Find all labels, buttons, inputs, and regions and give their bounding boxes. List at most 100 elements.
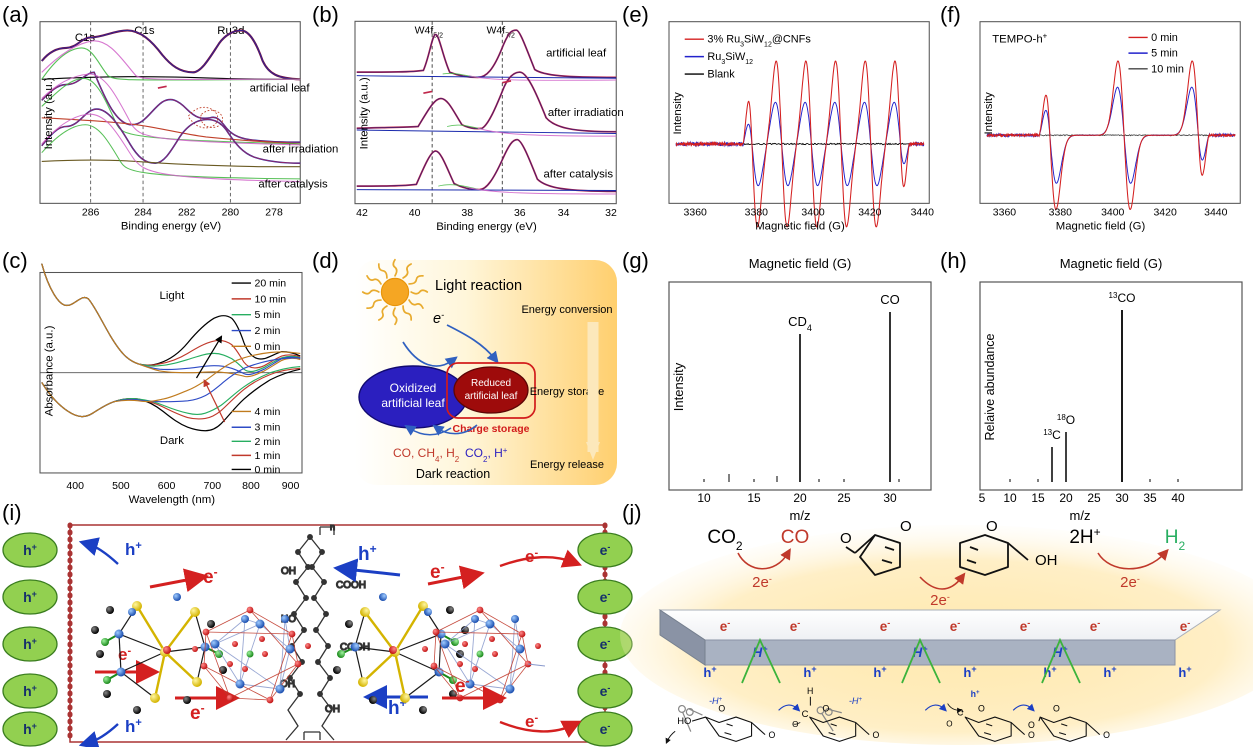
svg-text:2 min: 2 min — [255, 325, 281, 337]
svg-text:e-: e- — [190, 701, 205, 724]
svg-text:Charge storage: Charge storage — [452, 423, 529, 435]
svg-text:3400: 3400 — [801, 208, 824, 219]
svg-text:34: 34 — [558, 207, 570, 219]
svg-text:after irradiation: after irradiation — [548, 107, 624, 119]
svg-text:10 min: 10 min — [255, 293, 287, 305]
svg-text:h+: h+ — [358, 542, 377, 565]
svg-text:0 min: 0 min — [255, 464, 281, 476]
svg-text:O: O — [978, 704, 985, 714]
svg-text:282: 282 — [178, 208, 196, 219]
svg-text:Binding energy (eV): Binding energy (eV) — [121, 221, 221, 233]
svg-text:5 min: 5 min — [1151, 48, 1178, 60]
svg-text:Intensity: Intensity — [671, 362, 686, 411]
svg-text:286: 286 — [82, 208, 100, 219]
svg-text:Magnetic field (G): Magnetic field (G) — [1056, 221, 1146, 233]
svg-text:400: 400 — [66, 480, 84, 492]
svg-text:13C: 13C — [1043, 428, 1061, 443]
svg-text:Intensity (a.u.): Intensity (a.u.) — [358, 77, 370, 149]
svg-text:Magnetic field (G): Magnetic field (G) — [1060, 256, 1163, 271]
svg-text:3380: 3380 — [745, 208, 768, 219]
svg-text:h+: h+ — [125, 717, 142, 736]
svg-text:e-: e- — [525, 712, 538, 731]
svg-text:1 min: 1 min — [255, 450, 281, 462]
svg-text:COOH: COOH — [336, 580, 366, 591]
svg-text:artificial leaf: artificial leaf — [381, 396, 445, 410]
svg-text:OH: OH — [1035, 552, 1058, 569]
svg-text:CO2: CO2 — [707, 527, 743, 553]
svg-text:O: O — [792, 720, 798, 729]
svg-text:5 min: 5 min — [255, 309, 281, 321]
svg-text:280: 280 — [222, 208, 240, 219]
svg-text:13CO: 13CO — [1109, 291, 1136, 306]
svg-text:Binding energy (eV): Binding energy (eV) — [436, 221, 537, 233]
svg-text:artificial leaf: artificial leaf — [250, 83, 311, 95]
svg-text:Magnetic field (G): Magnetic field (G) — [755, 221, 845, 233]
svg-text:O: O — [1028, 720, 1035, 730]
svg-text:36: 36 — [514, 207, 526, 219]
svg-text:0 min: 0 min — [255, 341, 281, 353]
svg-text:Intensity: Intensity — [983, 92, 995, 135]
svg-text:800: 800 — [242, 480, 260, 492]
svg-text:O: O — [1028, 730, 1035, 740]
svg-text:Light: Light — [160, 290, 186, 302]
svg-text:Intensity: Intensity — [672, 92, 684, 135]
svg-text:10 min: 10 min — [1151, 63, 1184, 75]
svg-text:Intensity (a.u.): Intensity (a.u.) — [43, 77, 55, 149]
svg-text:Wavelength (nm): Wavelength (nm) — [129, 494, 216, 506]
svg-text:CO: CO — [880, 292, 900, 307]
svg-text:e-: e- — [455, 674, 470, 697]
svg-text:3440: 3440 — [1204, 208, 1227, 219]
svg-text:Light reaction: Light reaction — [435, 278, 522, 294]
svg-text:n: n — [330, 522, 335, 532]
svg-text:Blank: Blank — [707, 69, 735, 81]
svg-text:O: O — [768, 730, 775, 740]
svg-text:Oxidized: Oxidized — [390, 381, 437, 395]
svg-text:3360: 3360 — [993, 208, 1016, 219]
svg-text:O: O — [873, 730, 880, 740]
svg-text:after irradiation: after irradiation — [263, 144, 339, 156]
svg-text:O: O — [946, 720, 952, 729]
svg-text:18O: 18O — [1057, 413, 1075, 428]
svg-text:0 min: 0 min — [1151, 32, 1178, 44]
svg-text:3360: 3360 — [684, 208, 707, 219]
svg-text:Dark: Dark — [160, 435, 184, 447]
svg-text:H: H — [807, 686, 813, 696]
svg-text:Energy conversion: Energy conversion — [521, 304, 612, 316]
svg-text:284: 284 — [134, 208, 152, 219]
svg-text:W4f5/2: W4f5/2 — [415, 25, 444, 40]
svg-text:38: 38 — [461, 207, 473, 219]
svg-text:C1s: C1s — [134, 25, 155, 37]
svg-text:artificial leaf: artificial leaf — [465, 391, 518, 402]
svg-text:3400: 3400 — [1101, 208, 1124, 219]
svg-text:600: 600 — [158, 480, 176, 492]
svg-text:Dark reaction: Dark reaction — [416, 467, 490, 481]
svg-text:after catalysis: after catalysis — [543, 168, 613, 180]
svg-text:CD4: CD4 — [788, 314, 812, 333]
svg-text:32: 32 — [605, 207, 617, 219]
svg-text:500: 500 — [112, 480, 130, 492]
svg-text:H: H — [677, 716, 684, 727]
svg-text:h+: h+ — [125, 540, 142, 559]
svg-text:Relaive abundance: Relaive abundance — [983, 333, 997, 440]
svg-text:3420: 3420 — [1153, 208, 1176, 219]
svg-text:artificial leaf: artificial leaf — [546, 47, 607, 59]
svg-text:O: O — [840, 530, 852, 547]
svg-text:3380: 3380 — [1049, 208, 1072, 219]
svg-text:after catalysis: after catalysis — [258, 179, 328, 191]
svg-text:O: O — [900, 518, 912, 535]
svg-text:2 min: 2 min — [255, 436, 281, 448]
svg-text:Magnetic field (G): Magnetic field (G) — [749, 256, 852, 271]
svg-text:OH: OH — [281, 566, 296, 577]
svg-text:Ru3SiW12: Ru3SiW12 — [707, 51, 753, 65]
svg-text:900: 900 — [282, 480, 300, 492]
svg-text:e-: e- — [430, 560, 445, 583]
svg-text:C: C — [802, 709, 809, 720]
svg-text:278: 278 — [265, 208, 283, 219]
svg-text:O: O — [718, 704, 725, 714]
svg-text:3 min: 3 min — [255, 422, 281, 434]
svg-text:O: O — [684, 716, 691, 727]
svg-text:Energy release: Energy release — [530, 459, 604, 471]
svg-text:e-: e- — [203, 565, 218, 588]
svg-text:O: O — [823, 704, 830, 714]
svg-text:20 min: 20 min — [255, 278, 287, 290]
